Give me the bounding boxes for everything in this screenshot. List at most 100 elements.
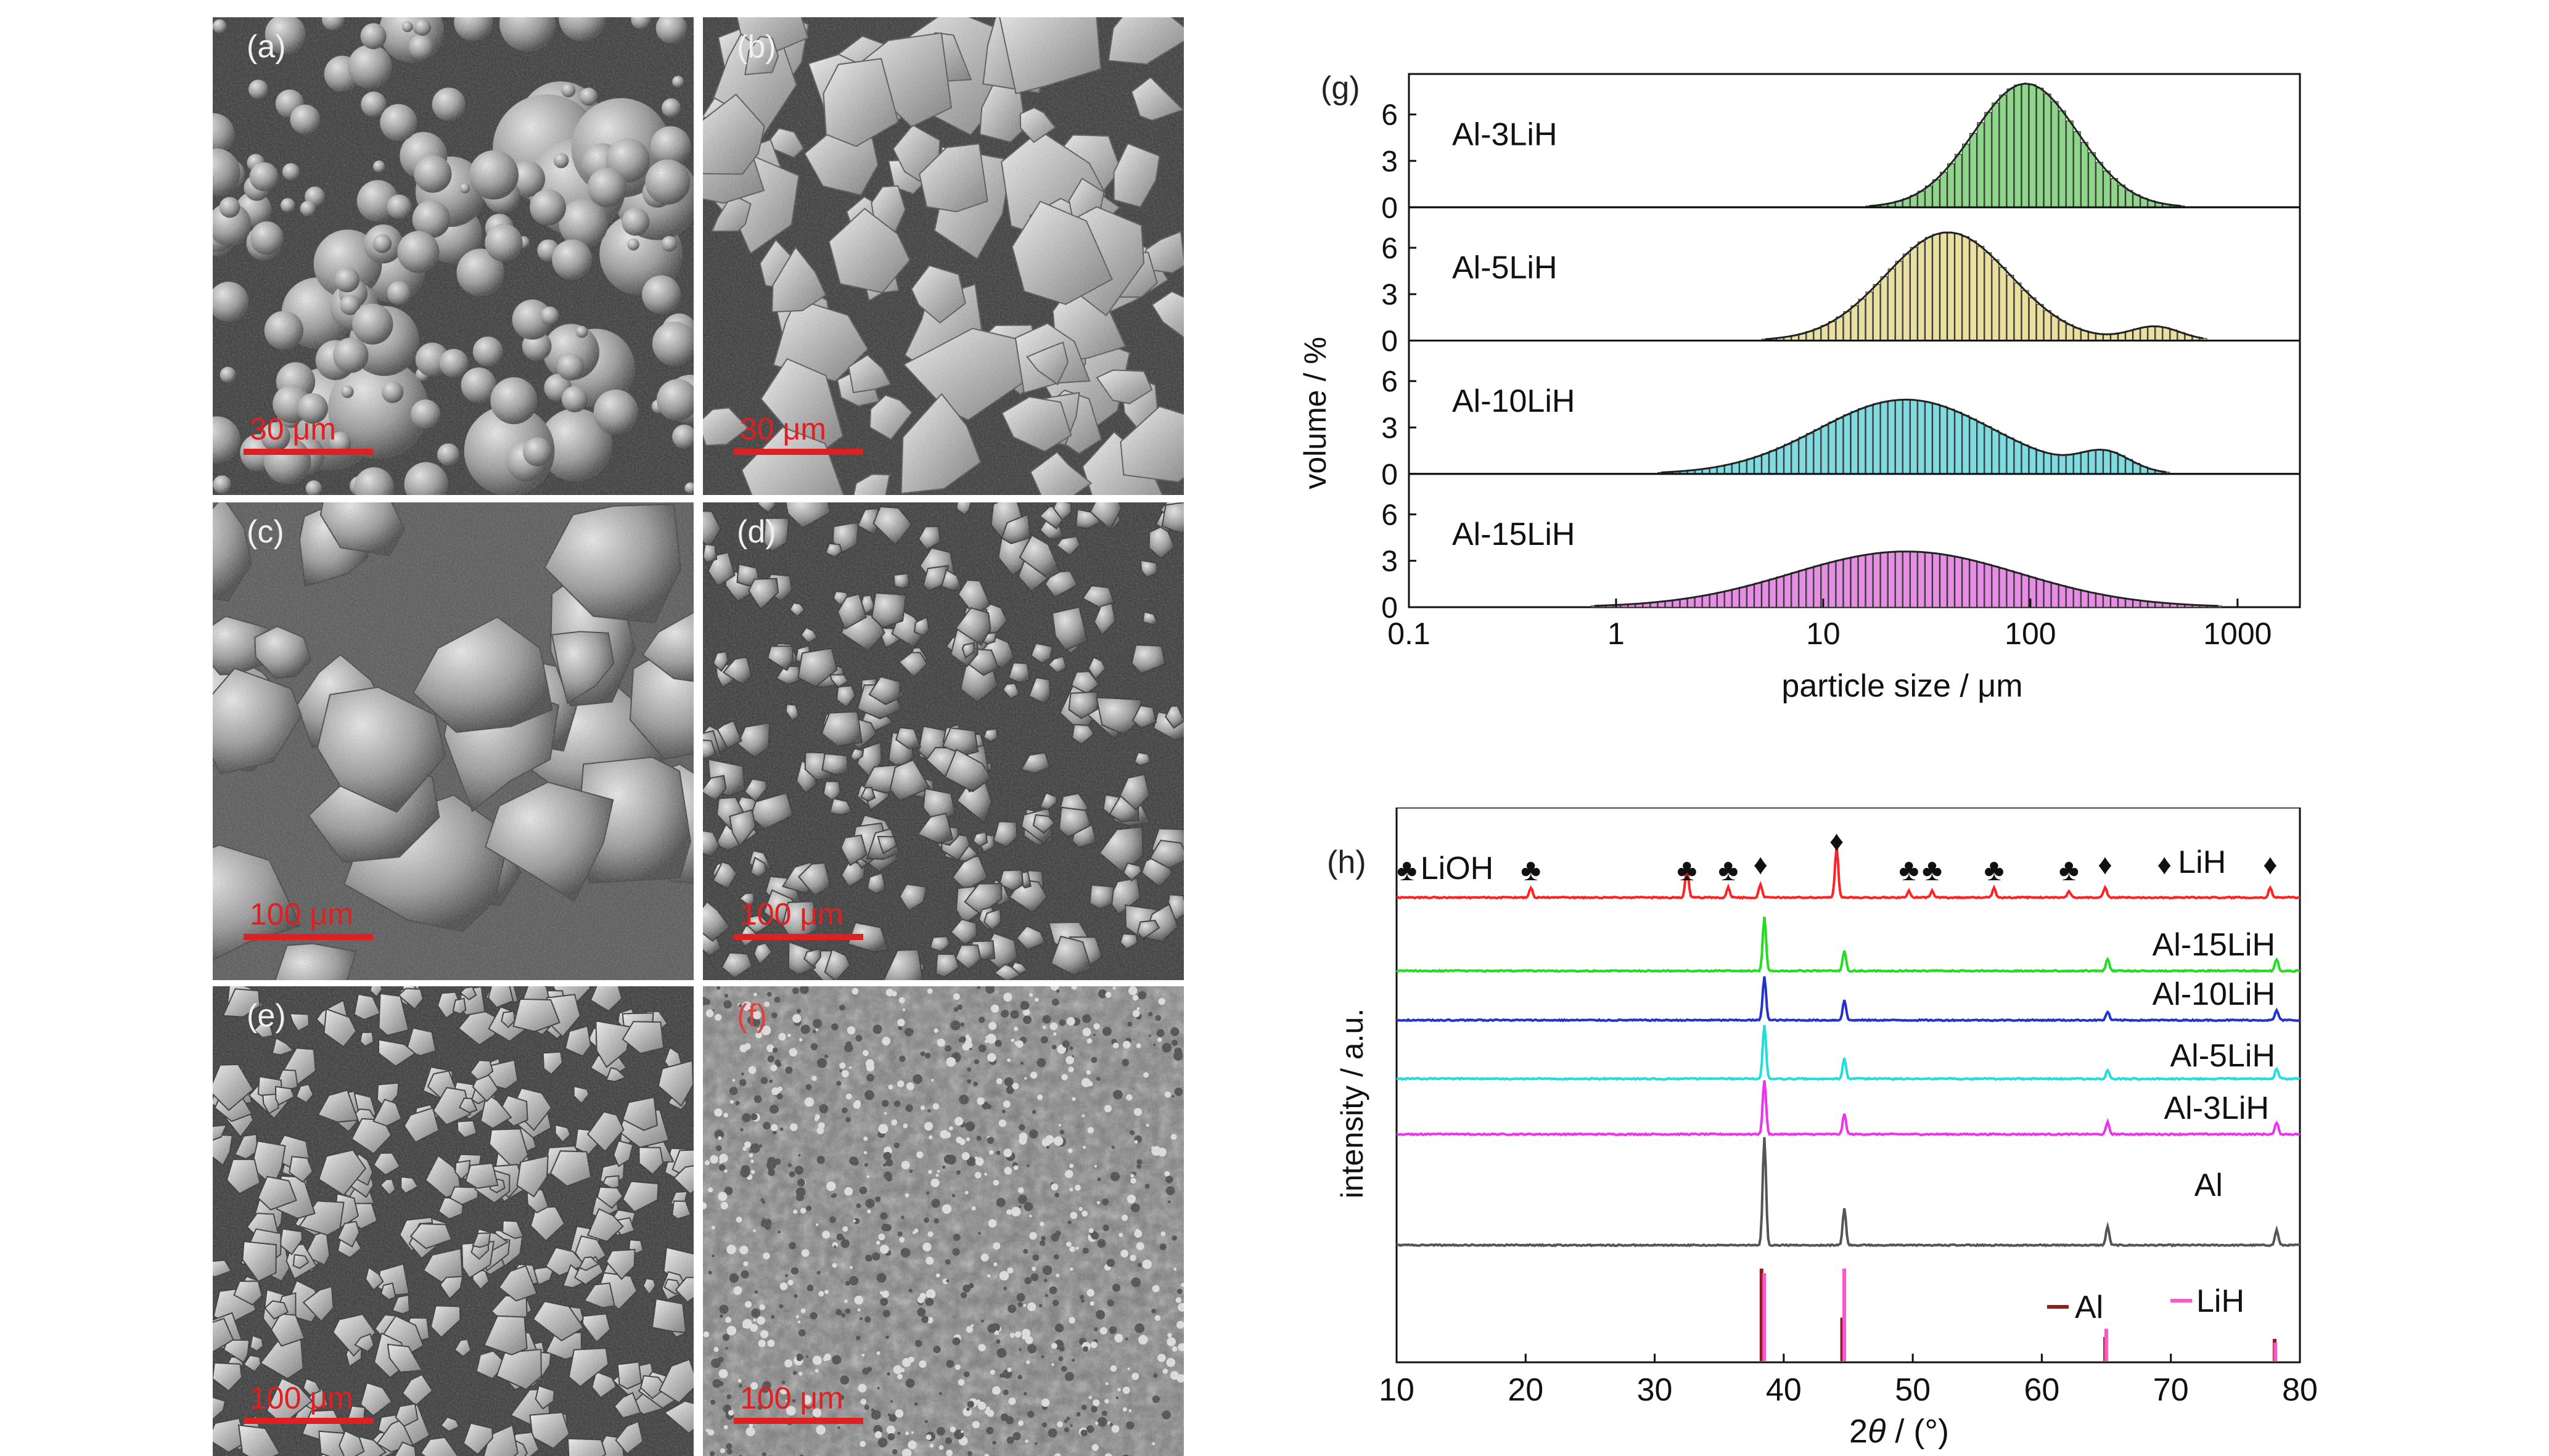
histogram-bar bbox=[1992, 259, 2000, 342]
histogram-bar bbox=[1865, 292, 1873, 342]
x-axis-label: 2θ / (°) bbox=[1849, 1413, 1949, 1450]
histogram-bar bbox=[2029, 84, 2037, 208]
histogram-bar bbox=[1739, 586, 1747, 608]
histogram-bar bbox=[1858, 298, 1866, 342]
histogram-bar bbox=[1813, 429, 1821, 475]
plot-frame bbox=[1395, 808, 2301, 1364]
histogram-bar bbox=[2021, 575, 2029, 608]
histogram-bar bbox=[2110, 596, 2118, 608]
histogram-bar bbox=[2117, 184, 2126, 208]
histogram-bar bbox=[2110, 178, 2118, 208]
histogram-bar bbox=[1984, 563, 1992, 608]
histogram-bar bbox=[1984, 252, 1992, 342]
histogram-bar bbox=[1828, 321, 1836, 342]
histogram-bar bbox=[2148, 325, 2156, 342]
lih-marker: ♦ bbox=[1753, 848, 1767, 880]
sem-panel-e: (e) 100 μm bbox=[213, 986, 694, 1456]
histogram-bar bbox=[2066, 120, 2074, 208]
panel-label-g: (g) bbox=[1321, 70, 1360, 106]
histogram-bar bbox=[2073, 453, 2081, 475]
histogram-bar bbox=[1932, 553, 1940, 608]
scale-bar-label: 30 μm bbox=[740, 412, 826, 446]
histogram-bar bbox=[1694, 596, 1702, 608]
histogram-bar bbox=[1828, 421, 1836, 475]
histogram-bar bbox=[1932, 403, 1940, 475]
y-axis-label: volume / % bbox=[1298, 337, 1332, 489]
xrd-chart: (h) intensity / a.u. 2θ / (°) Al-15LiH Al… bbox=[1327, 808, 2318, 1450]
histogram-bar bbox=[2051, 101, 2059, 208]
trace-label: Al-5LiH bbox=[2170, 1038, 2276, 1074]
histogram-bar bbox=[2051, 454, 2059, 475]
histogram-bar bbox=[1717, 592, 1725, 608]
legend-label-lih: LiH bbox=[2196, 1283, 2244, 1319]
histogram-bar bbox=[1731, 588, 1739, 608]
sem-image-grid: (a) 30 μm (b) 30 μm (c) 100 μm (d) 100 μm (e) 100… bbox=[213, 17, 1184, 1456]
scale-bar bbox=[734, 1418, 863, 1424]
scale-bar-label: 30 μm bbox=[250, 412, 336, 446]
histogram-bar bbox=[1687, 597, 1695, 608]
histogram-bar bbox=[2155, 326, 2163, 342]
histogram-bar bbox=[2073, 131, 2081, 208]
histogram-bar bbox=[1969, 133, 1977, 208]
subplot-Al-5LiH: 0 3 6 Al-5LiH bbox=[1381, 206, 2301, 358]
distribution-envelope bbox=[1661, 398, 2167, 473]
histogram-bar bbox=[2110, 452, 2118, 475]
histogram-bar bbox=[1947, 232, 1955, 342]
histogram-bar bbox=[2117, 597, 2126, 608]
histogram-bar bbox=[2058, 585, 2066, 608]
sem-panel-a: (a) 30 μm bbox=[213, 17, 694, 495]
y-tick-label: 3 bbox=[1381, 145, 1398, 178]
histogram-bar bbox=[2021, 444, 2029, 475]
lih-marker: ♦ bbox=[2157, 848, 2172, 880]
histogram-bar bbox=[1984, 426, 1992, 475]
histogram-bar bbox=[2125, 190, 2133, 208]
lioh-marker: ♣ bbox=[1718, 853, 1738, 887]
histogram-bar bbox=[1813, 565, 1821, 608]
histogram-bar bbox=[2095, 449, 2103, 475]
histogram-bar bbox=[2088, 592, 2096, 608]
histogram-bar bbox=[1947, 408, 1955, 475]
x-tick-label: 100 bbox=[2005, 616, 2056, 651]
histogram-bar bbox=[2036, 88, 2044, 208]
histogram-bar bbox=[1932, 234, 1940, 342]
histogram-bar bbox=[1880, 276, 1888, 342]
y-tick-label: 3 bbox=[1381, 412, 1398, 444]
histogram-bar bbox=[2021, 290, 2029, 342]
histogram-bar bbox=[1880, 401, 1888, 475]
subplot-Al-10LiH: 0 3 6 Al-10LiH bbox=[1381, 340, 2301, 491]
histogram-bar bbox=[1739, 460, 1747, 475]
histogram-bar bbox=[2095, 162, 2103, 208]
histogram-bar bbox=[1761, 581, 1770, 608]
histogram-bar bbox=[1955, 153, 1963, 208]
histogram-bar bbox=[1962, 236, 1970, 342]
histogram-bar bbox=[2088, 152, 2096, 208]
xrd-trace bbox=[1397, 846, 2301, 900]
lioh-marker: ♣ bbox=[1984, 853, 2005, 887]
trace-label: Al bbox=[2194, 1168, 2223, 1203]
histogram-bar bbox=[1865, 405, 1873, 475]
histogram-bar bbox=[1924, 401, 1932, 475]
histogram-bar bbox=[1754, 456, 1762, 475]
scale-bar-label: 100 μm bbox=[740, 897, 844, 931]
histogram-bar bbox=[1865, 554, 1873, 608]
y-tick-label: 3 bbox=[1381, 279, 1398, 311]
lioh-legend-text: LiOH bbox=[1421, 851, 1493, 886]
histogram-bar bbox=[1880, 552, 1888, 608]
lioh-marker: ♣ bbox=[2059, 853, 2079, 887]
histogram-bar bbox=[1969, 419, 1977, 475]
histogram-bar bbox=[1910, 247, 1918, 342]
histogram-bar bbox=[1806, 433, 1814, 475]
histogram-bar bbox=[1999, 568, 2007, 608]
xrd-trace bbox=[1396, 1025, 2301, 1081]
histogram-bar bbox=[2014, 572, 2022, 608]
histogram-bar bbox=[1895, 399, 1903, 475]
trace-label: Al-15LiH bbox=[2153, 927, 2275, 963]
histogram-bar bbox=[1924, 237, 1932, 342]
x-tick-label: 10 bbox=[1379, 1372, 1414, 1408]
x-tick-label: 30 bbox=[1637, 1372, 1673, 1408]
y-axis-label: intensity / a.u. bbox=[1335, 1008, 1369, 1199]
histogram-bar bbox=[1776, 447, 1784, 475]
histogram-bar bbox=[1910, 399, 1918, 475]
histogram-bar bbox=[1858, 555, 1866, 608]
histogram-bar bbox=[2051, 583, 2059, 608]
